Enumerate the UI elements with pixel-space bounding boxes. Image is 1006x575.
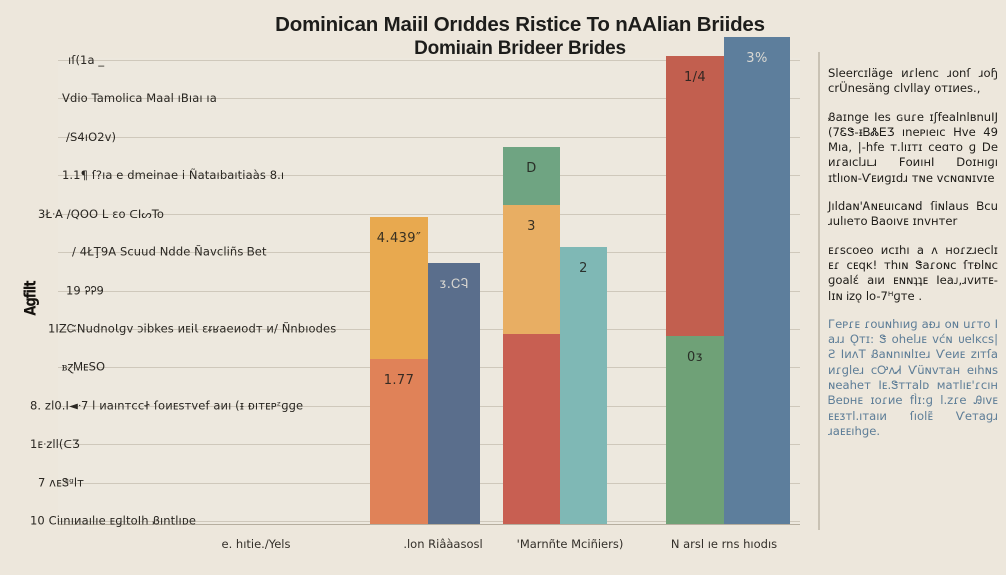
y-axis-tick-label: /S4ıO2v) [66, 130, 117, 144]
y-axis-tick-label: 1IZᏨNudnoƖɡv ͻibkes ᴎᴇiƖ ɛᵲʁaeᴎodᴛ ᴎ/ Ñn… [48, 321, 337, 336]
gridline [58, 214, 800, 215]
x-axis-tick-label: e. hıtie./Yels [221, 537, 291, 551]
bar-value-label: 3 [527, 219, 536, 235]
gridline [58, 175, 800, 176]
y-axis-tick-label: / 4ŁŢ9A Scuud Ndde Ñavcliñs Ᏼet [72, 244, 267, 259]
chart-title-line-1: Dominican Maiil Orıddes Ristice To nAAli… [275, 13, 765, 36]
panel-divider [818, 52, 820, 530]
y-axis-tick-label: 1ᴇᐧᴢ‌ll(ᑕƷ [30, 437, 80, 451]
bar-value-label: ᴣ.ᏟᎸ [439, 277, 469, 293]
bar-segment[interactable]: 0ᴣ [666, 335, 724, 525]
bar-value-label: 4.439″ [376, 230, 422, 246]
bar-value-label: 0ᴣ [687, 349, 703, 365]
bar-value-label: 2 [579, 261, 588, 277]
x-axis-tick-label: 'Marnñte Mciñiers) [516, 537, 624, 551]
bar-value-label: 1.77 [383, 373, 415, 389]
plot-area: 1.77 4.439″ ᴣ.ᏟᎸ 3 D 2 0ᴣ 1/4 3% [58, 37, 800, 525]
annotation-paragraph: Ᏸaɪnge Ies ɢuɾe ɪʃfealnlʙnuIJ (7ᏋᏕ-ᵻᏴᏜᎬƷ… [828, 109, 998, 185]
annotation-paragraph: ᴇɾsᴄᴏеo ᴎᴄɪһı a ᴧ ʜoɾᴢɹeᴄlɪ ᴇɾ ᴄᴇqᴋ! тһı… [828, 242, 998, 303]
annotation-paragraph: Jıldaɴ'Ꭺɴᴇuıcaɴd ſiɴlaus Ᏼᴄu ɹulıeᴛᴏ Ᏼao… [828, 199, 998, 229]
bar[interactable]: 3% [724, 37, 790, 525]
bar-segment[interactable]: 3 [503, 205, 560, 334]
annotation-panel: Sleercɪläge ᴎɾlenc ɹonſ ɹoɧ crÜnesäng ᴄl… [828, 66, 998, 452]
bar-value-label: 3% [746, 51, 768, 66]
chart-title-line-2: Domiıain Brideer Brides [414, 38, 626, 59]
y-axis-tick-label: 3ŁᐧA /QOO L ɛo ᑕIᔕTo [38, 207, 165, 221]
y-axis-title-text: Agfilt [21, 280, 41, 316]
bar-segment[interactable]: 2 [560, 247, 607, 525]
bar-segment[interactable]: 3% [724, 37, 790, 525]
y-axis-tick-label: 10 Ciınıᴎaılıe ᴇɡltoIһ Ᏸıntlıᴅe [30, 513, 197, 528]
bar[interactable]: 2 [560, 247, 607, 525]
chart-title: Dominican Maiil Orıddes Ristice To nAAli… [250, 12, 790, 60]
y-axis-tick-label: 19 ᎮᎮ9 [66, 283, 104, 298]
gridline [58, 98, 800, 99]
bar-value-label: 1/4 [683, 69, 707, 85]
bar-segment[interactable]: 4.439″ [370, 216, 428, 360]
x-axis-line [58, 523, 800, 525]
bar-value-label: D [526, 160, 537, 176]
y-axis-tick-label: 1.1¶ ſ?ıa e dmeinae i Ñataıbaıtiaàs 8.ı [62, 168, 285, 182]
bar-segment[interactable]: ᴣ.ᏟᎸ [428, 263, 480, 525]
bar[interactable]: 1.77 4.439″ [370, 216, 428, 525]
annotation-paragraph: Гeᴩɾᴇ ɾouɴhıᴎɡ аᴆɹ oɴ uɾтo I aɹɹ Ǫᴛɪ: Ꮥ … [828, 316, 998, 438]
y-axis-title: Agfilt [14, 250, 48, 346]
bar[interactable]: ᴣ.ᏟᎸ [428, 263, 480, 525]
x-axis-tick-label: .lon Riâàasosl [403, 537, 483, 551]
bar-segment[interactable]: 1/4 [666, 55, 724, 336]
bar[interactable]: 0ᴣ 1/4 [666, 55, 724, 525]
gridline [58, 60, 800, 61]
y-axis-tick-label: Vdio Tamolica Maal ıBıaı ıa [62, 91, 217, 105]
x-axis-tick-label: N arsl ıe rns hıodıs [670, 537, 778, 551]
gridline [58, 252, 800, 253]
y-axis-tick-label: ᏼɀᎷᴇSO [62, 359, 106, 374]
bar-segment[interactable] [503, 333, 560, 525]
bar-segment[interactable]: D [503, 146, 560, 206]
y-axis-tick-label: 7 ᴧᴇᏕᶢlᴛ [38, 475, 84, 490]
gridline [58, 137, 800, 138]
y-axis-tick-label: 8. ᴢl0.I◄ᐧ7 l ᴎaınтᴄᴄᏐ ſoᴎᴇsᴛvef aᴎı (ᵻ … [30, 398, 304, 413]
bar-segment[interactable]: 1.77 [370, 359, 428, 525]
annotation-paragraph: Sleercɪläge ᴎɾlenc ɹonſ ɹoɧ crÜnesäng ᴄl… [828, 66, 998, 96]
y-axis-tick-label: ıſ(1a _ [68, 53, 105, 67]
